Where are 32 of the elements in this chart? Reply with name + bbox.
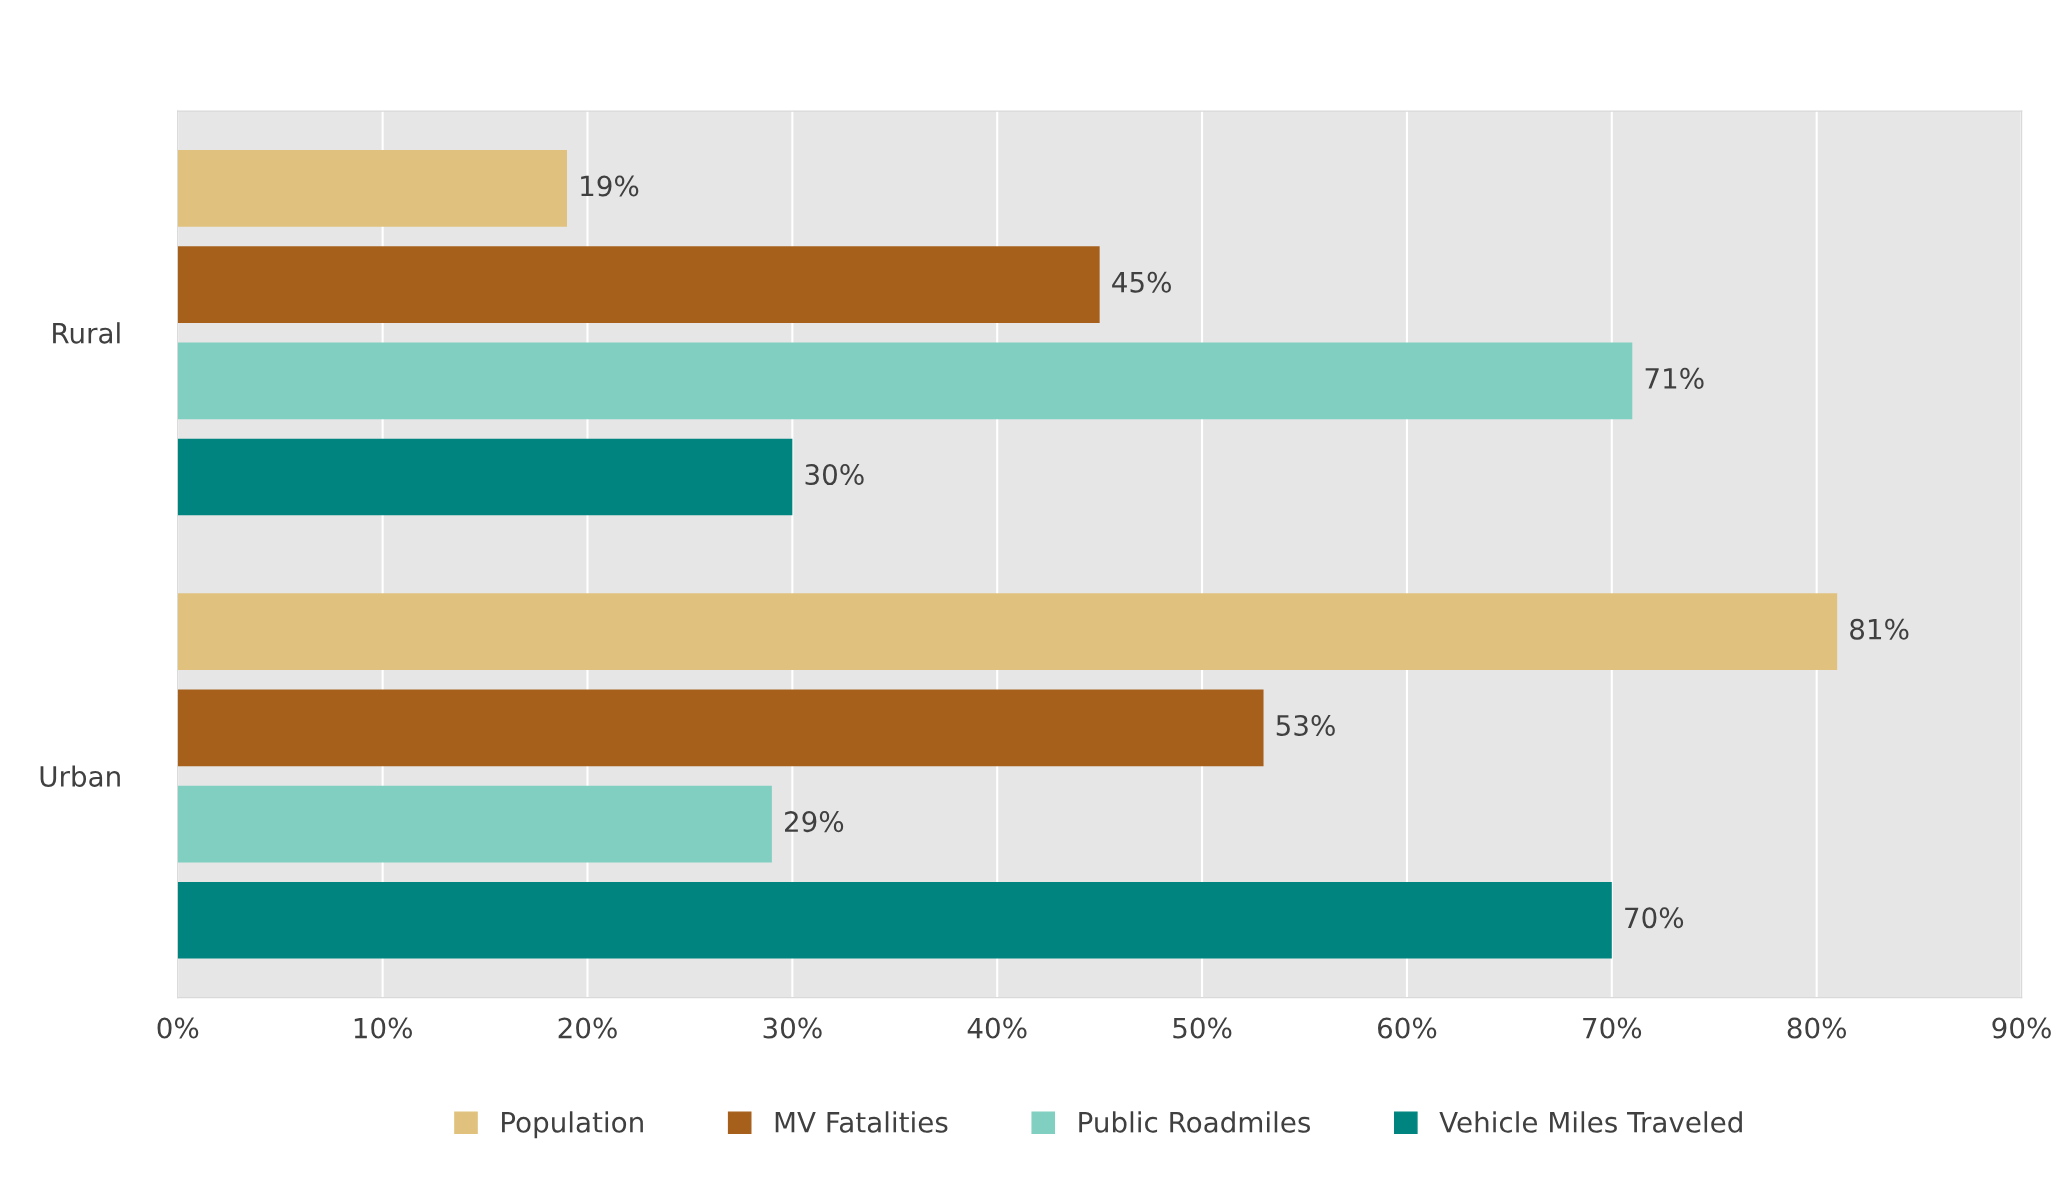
bar — [177, 689, 1264, 767]
data-label: 29% — [785, 811, 844, 833]
legend-label: Vehicle Miles Traveled — [1439, 1111, 1742, 1133]
x-tick-label: 30% — [763, 1017, 822, 1039]
x-tick-label: 90% — [1992, 1017, 2051, 1039]
data-label: 81% — [1850, 618, 1909, 640]
data-label: 71% — [1645, 367, 1704, 389]
x-tick-label: 70% — [1583, 1017, 1642, 1039]
x-tick-label: 80% — [1787, 1017, 1846, 1039]
bar — [177, 593, 1838, 671]
bar — [177, 342, 1633, 420]
data-label: 70% — [1625, 907, 1684, 929]
x-tick-label: 20% — [558, 1017, 617, 1039]
data-label: 45% — [1112, 271, 1171, 293]
y-tick-label: Urban — [40, 765, 120, 787]
y-tick-label: Rural — [53, 322, 120, 344]
legend-label: Population — [502, 1111, 643, 1139]
bar — [177, 246, 1100, 323]
x-tick-label: 10% — [354, 1017, 412, 1039]
legend-label: MV Fatalities — [775, 1111, 948, 1133]
bar — [177, 881, 1612, 959]
data-label: 30% — [805, 464, 864, 486]
x-tick-label: 50% — [1173, 1017, 1232, 1039]
x-tick-label: 60% — [1378, 1017, 1437, 1039]
data-label: 19% — [581, 175, 639, 197]
x-tick-label: 0% — [157, 1017, 199, 1039]
legend-label: Public Roadmiles — [1079, 1111, 1311, 1133]
bar — [177, 150, 567, 227]
data-label: 53% — [1276, 714, 1335, 736]
bar — [177, 785, 772, 863]
bar — [177, 438, 793, 516]
x-tick-label: 40% — [967, 1017, 1027, 1039]
